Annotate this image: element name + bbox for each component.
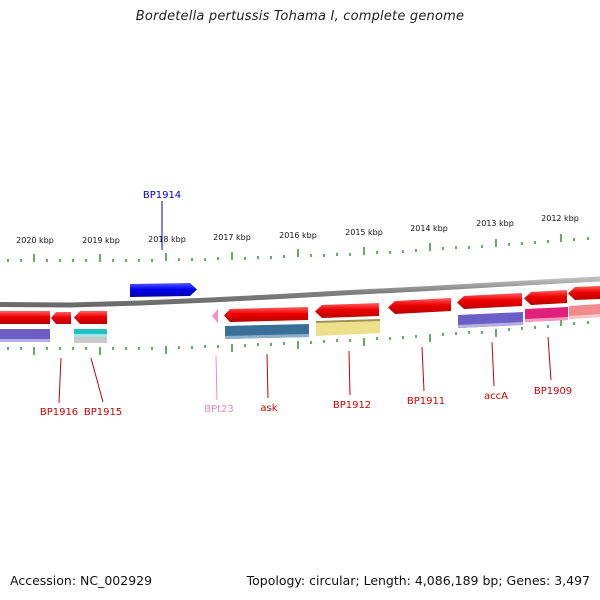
box-bp1912 xyxy=(316,321,380,336)
accession-text: Accession: NC_002929 xyxy=(10,573,153,588)
gene-bp1909[interactable] xyxy=(524,290,567,305)
scale-label-2015: 2015 kbp xyxy=(345,228,383,237)
scale-label-2012: 2012 kbp xyxy=(541,214,579,223)
upper-scale-ticks xyxy=(7,234,589,262)
label-leader-lines xyxy=(58,201,552,404)
label-bp1909: BP1909 xyxy=(534,386,572,397)
scale-label-2016: 2016 kbp xyxy=(279,231,317,240)
scale-label-2018: 2018 kbp xyxy=(148,235,186,244)
label-bpt23: BPt23 xyxy=(204,404,234,415)
gene-bp1915[interactable] xyxy=(74,311,107,324)
box-bp1916 xyxy=(0,329,50,342)
label-bp1911: BP1911 xyxy=(407,396,445,407)
scale-label-2014: 2014 kbp xyxy=(410,224,448,233)
map-title: Bordetella pertussis Tohama I, complete … xyxy=(135,9,465,24)
label-bp1916: BP1916 xyxy=(40,407,78,418)
lower-scale-ticks xyxy=(7,318,589,355)
scale-label-2020: 2020 kbp xyxy=(16,236,54,245)
genome-summary-text: Topology: circular; Length: 4,086,189 bp… xyxy=(246,573,590,588)
label-bp1914: BP1914 xyxy=(143,190,181,201)
gene-bp1911[interactable] xyxy=(388,298,451,314)
trna-bpt23[interactable] xyxy=(212,309,218,323)
gene-ask[interactable] xyxy=(224,307,308,322)
label-acca: accA xyxy=(484,391,508,402)
box-bp1915-a xyxy=(74,329,107,337)
label-ask: ask xyxy=(260,403,277,414)
gene-bp1912[interactable] xyxy=(315,303,379,318)
scale-label-2019: 2019 kbp xyxy=(82,236,120,245)
gene-bp1915-part[interactable] xyxy=(51,312,71,324)
gene-acca[interactable] xyxy=(457,293,522,309)
genome-backbone xyxy=(0,276,600,308)
gene-bp1908[interactable] xyxy=(568,286,600,300)
label-bp1912: BP1912 xyxy=(333,400,371,411)
gene-bp1916[interactable] xyxy=(0,311,50,324)
function-boxes xyxy=(0,304,600,343)
scale-label-2013: 2013 kbp xyxy=(476,219,514,228)
scale-label-2017: 2017 kbp xyxy=(213,233,251,242)
reverse-strand-genes xyxy=(0,286,600,324)
gene-bp1914[interactable] xyxy=(130,283,197,297)
label-bp1915: BP1915 xyxy=(84,407,122,418)
box-bp1915-b xyxy=(74,337,107,343)
